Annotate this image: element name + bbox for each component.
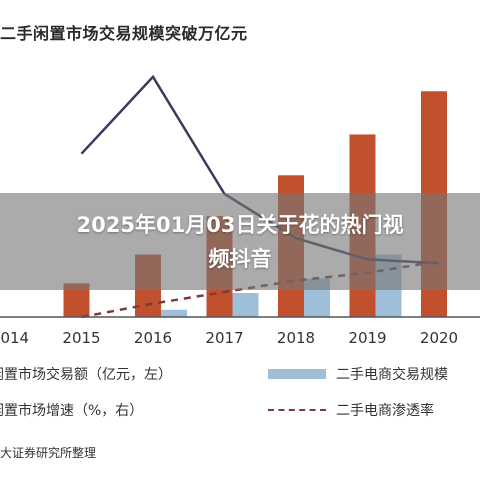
x-tick-2018: 2018 xyxy=(277,329,315,347)
legend-item-penetration: 二手电商渗透率 xyxy=(268,398,434,422)
chart-title: 二手闲置市场交易规模突破万亿元 xyxy=(0,24,248,43)
x-tick-2016: 2016 xyxy=(134,329,172,347)
bar-ecommerce-2017 xyxy=(232,292,259,317)
legend-item-growth: 闲置市场增速（%，右） xyxy=(0,398,143,422)
legend-item-trade: 闲置市场交易额（亿元，左） xyxy=(0,362,172,386)
x-tick-2014: 2014 xyxy=(0,329,29,347)
legend-label-growth: 闲置市场增速（%，右） xyxy=(0,403,144,419)
legend-row-2: 闲置市场增速（%，右） 二手电商渗透率 xyxy=(0,398,480,422)
x-tick-2019: 2019 xyxy=(348,329,386,347)
bar-ecommerce-2016 xyxy=(161,309,187,317)
source-note: 大证券研究所整理 xyxy=(0,446,97,460)
legend-swatch-penetration xyxy=(268,409,326,411)
legend-item-ecommerce: 二手电商交易规模 xyxy=(268,362,448,386)
x-tick-2015: 2015 xyxy=(62,329,100,347)
legend-label-penetration: 二手电商渗透率 xyxy=(336,403,434,419)
x-tick-labels: 2014 2015 2016 2017 2018 2019 2020 xyxy=(0,329,458,347)
legend-row-1: 闲置市场交易额（亿元，左） 二手电商交易规模 xyxy=(0,362,480,386)
x-tick-2020: 2020 xyxy=(420,329,458,347)
video-title-banner: 2025年01月03日关于花的热门视频抖音 xyxy=(0,193,480,290)
legend-label-trade: 闲置市场交易额（亿元，左） xyxy=(0,367,172,383)
banner-title: 2025年01月03日关于花的热门视频抖音 xyxy=(76,212,404,271)
legend-label-ecommerce: 二手电商交易规模 xyxy=(336,367,448,383)
x-tick-2017: 2017 xyxy=(205,329,243,347)
legend-swatch-ecommerce xyxy=(268,369,326,379)
